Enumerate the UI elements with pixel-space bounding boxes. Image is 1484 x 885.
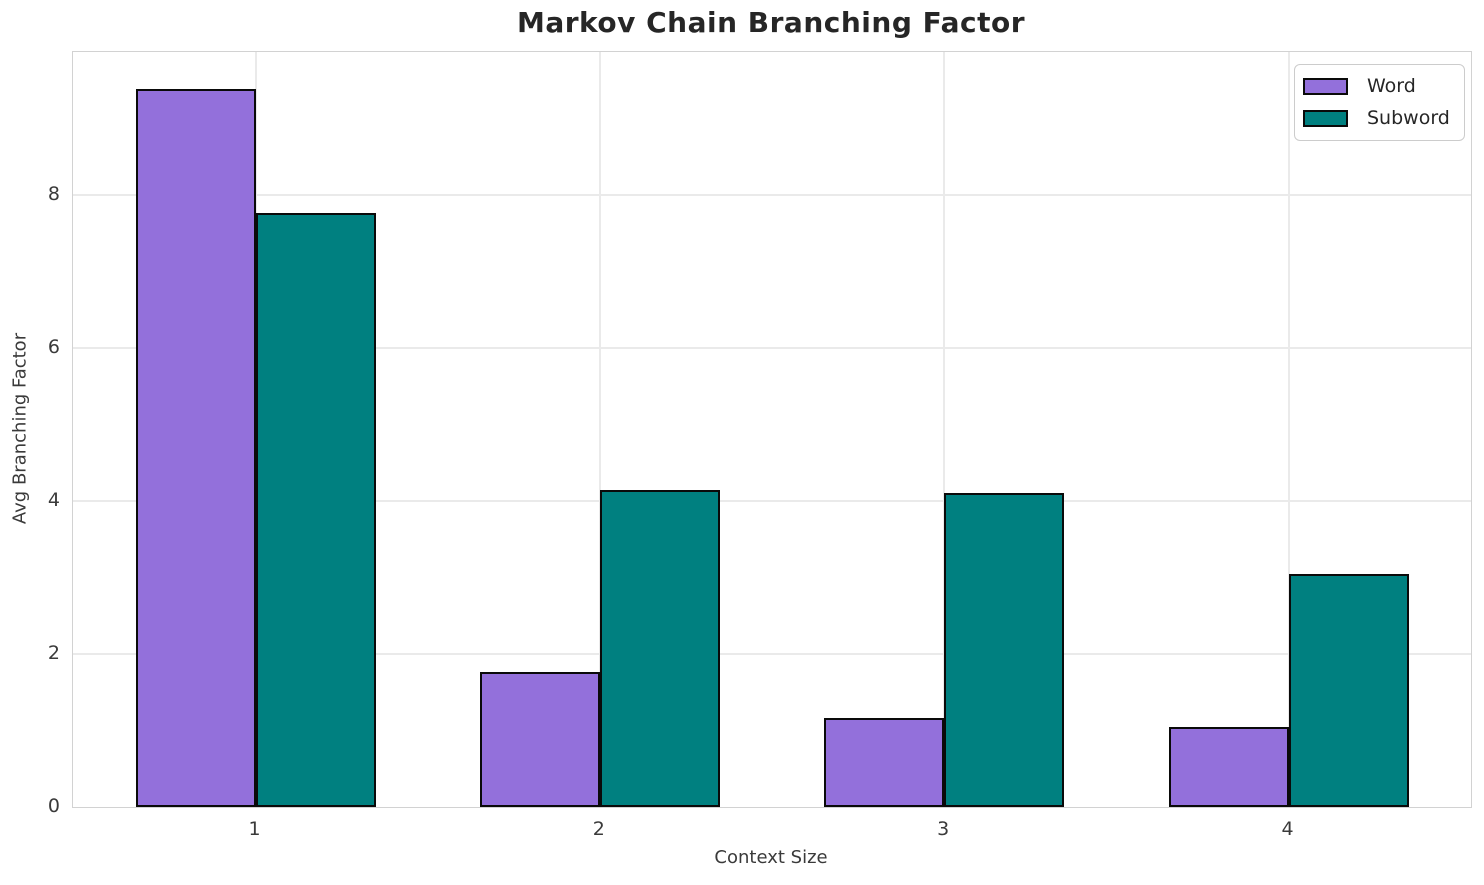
bar-word-context-4 [1168,727,1289,807]
y-tick-label-6: 6 [47,336,60,359]
gridline-x-3 [943,52,946,807]
bar-subword-context-3 [944,492,1065,807]
y-axis-label: Avg Branching Factor [9,332,31,525]
plot-area: Word Subword [72,51,1472,808]
bar-word-context-3 [824,718,945,807]
chart-title: Markov Chain Branching Factor [516,6,1026,39]
legend-swatch-subword [1303,110,1348,127]
bar-subword-context-2 [599,490,720,807]
y-tick-label-4: 4 [47,489,60,512]
legend-label-word: Word [1367,75,1416,97]
gridline-y-6 [73,347,1471,350]
x-axis-label: Context Size [714,847,828,868]
y-tick-label-2: 2 [47,642,60,664]
legend: Word Subword [1294,64,1465,141]
bar-word-context-1 [135,89,256,807]
gridline-y-8 [73,194,1471,197]
x-tick-label-3: 3 [937,818,950,840]
legend-label-subword: Subword [1367,107,1450,129]
legend-swatch-word [1303,78,1348,95]
bar-subword-context-1 [255,212,376,807]
x-tick-label-1: 1 [248,818,261,840]
gridline-y-4 [73,500,1471,503]
y-tick-label-0: 0 [47,795,60,817]
gridline-y-2 [73,653,1471,656]
legend-item-subword: Subword [1303,107,1450,130]
x-tick-label-2: 2 [592,818,605,840]
bar-word-context-2 [479,672,600,807]
bar-subword-context-4 [1288,573,1409,807]
legend-item-word: Word [1303,75,1450,98]
gridline-x-2 [598,52,601,807]
gridline-x-4 [1287,52,1290,807]
y-tick-label-8: 8 [47,183,60,206]
x-tick-label-4: 4 [1281,818,1294,840]
